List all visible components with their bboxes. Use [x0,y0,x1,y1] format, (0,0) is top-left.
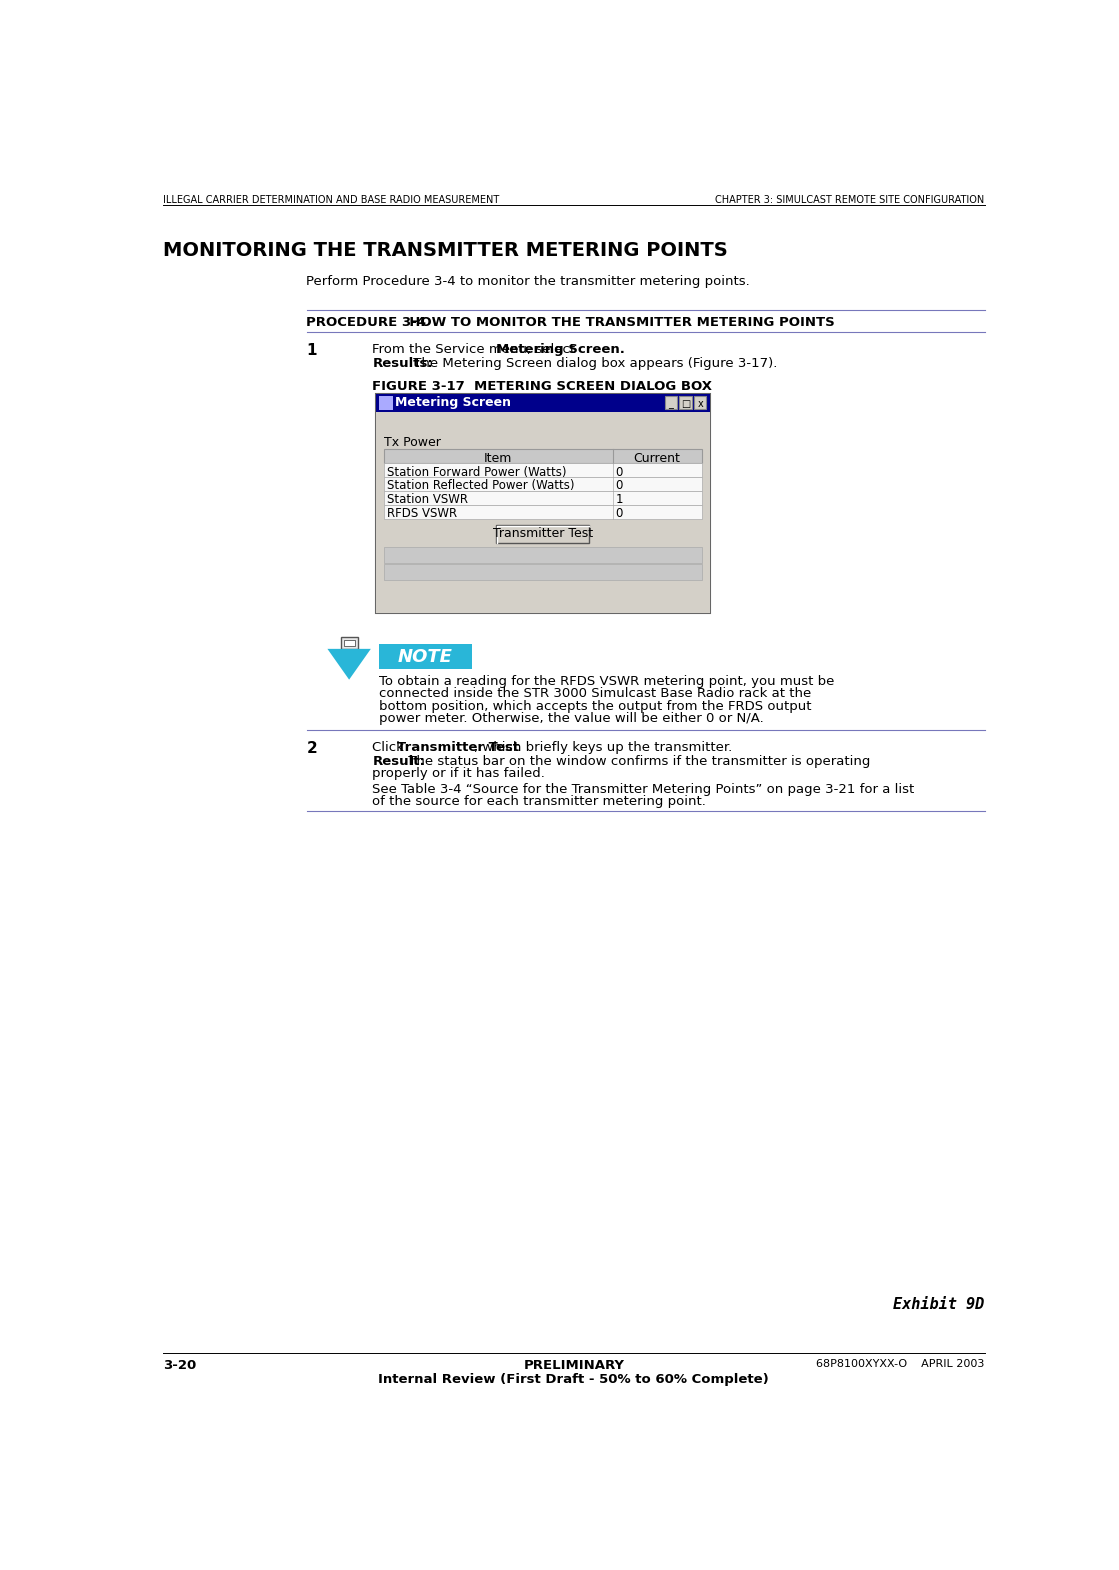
Text: Internal Review (First Draft - 50% to 60% Complete): Internal Review (First Draft - 50% to 60… [378,1372,769,1386]
Text: 0: 0 [615,466,623,479]
Text: Station Reflected Power (Watts): Station Reflected Power (Watts) [387,479,574,493]
Text: See Table 3-4 “Source for the Transmitter Metering Points” on page 3-21 for a li: See Table 3-4 “Source for the Transmitte… [373,783,914,796]
Text: x: x [697,399,703,408]
Bar [384,548,702,562]
Text: 3-20: 3-20 [163,1358,196,1372]
Text: connected inside the STR 3000 Simulcast Base Radio rack at the: connected inside the STR 3000 Simulcast … [378,688,811,700]
Bar [384,449,702,463]
Bar [344,639,355,645]
Text: of the source for each transmitter metering point.: of the source for each transmitter meter… [373,794,706,809]
Text: 2: 2 [307,741,318,757]
Text: 68P8100XYXX-O    APRIL 2003: 68P8100XYXX-O APRIL 2003 [816,1358,985,1369]
Text: Click: Click [373,741,408,754]
Text: To obtain a reading for the RFDS VSWR metering point, you must be: To obtain a reading for the RFDS VSWR me… [378,675,834,688]
Text: CHAPTER 3: SIMULCAST REMOTE SITE CONFIGURATION: CHAPTER 3: SIMULCAST REMOTE SITE CONFIGU… [715,195,985,204]
Text: The Metering Screen dialog box appears (Figure 3-17).: The Metering Screen dialog box appears (… [408,356,778,371]
Text: PROCEDURE 3-4: PROCEDURE 3-4 [307,316,426,330]
Text: power meter. Otherwise, the value will be either 0 or N/A.: power meter. Otherwise, the value will b… [378,713,763,725]
Bar [384,564,702,579]
Text: Exhibit 9D: Exhibit 9D [893,1297,985,1313]
Bar [378,396,393,410]
Polygon shape [328,648,370,680]
Bar [679,396,692,408]
Bar [497,524,590,543]
Text: Item: Item [485,452,513,465]
Text: Tx Power: Tx Power [384,435,441,449]
Text: 0: 0 [615,479,623,493]
Text: Metering Screen: Metering Screen [395,396,511,410]
Text: □: □ [680,399,690,408]
Text: From the Service menu, select: From the Service menu, select [373,344,580,356]
Text: _: _ [668,399,674,408]
Text: Station VSWR: Station VSWR [387,493,468,506]
Text: ILLEGAL CARRIER DETERMINATION AND BASE RADIO MEASUREMENT: ILLEGAL CARRIER DETERMINATION AND BASE R… [163,195,499,204]
Text: Transmitter Test: Transmitter Test [397,741,519,754]
Text: Current: Current [633,452,680,465]
Text: Metering Screen.: Metering Screen. [496,344,624,356]
Bar [378,644,471,669]
Bar [376,394,709,413]
Bar [384,477,702,491]
Text: FIGURE 3-17  METERING SCREEN DIALOG BOX: FIGURE 3-17 METERING SCREEN DIALOG BOX [373,380,713,392]
Text: 1: 1 [615,493,623,506]
Text: 0: 0 [615,507,623,520]
Text: 1: 1 [307,344,317,358]
Text: Perform Procedure 3-4 to monitor the transmitter metering points.: Perform Procedure 3-4 to monitor the tra… [307,275,750,287]
Text: , which briefly keys up the transmitter.: , which briefly keys up the transmitter. [474,741,732,754]
Bar [694,396,706,408]
Text: MONITORING THE TRANSMITTER METERING POINTS: MONITORING THE TRANSMITTER METERING POIN… [163,240,727,259]
Text: Station Forward Power (Watts): Station Forward Power (Watts) [387,466,566,479]
Text: properly or if it has failed.: properly or if it has failed. [373,768,545,780]
Text: Result:: Result: [373,755,425,768]
Bar [384,506,702,518]
Bar [384,491,702,506]
Text: NOTE: NOTE [397,648,452,666]
Bar [340,636,358,648]
Text: bottom position, which accepts the output from the FRDS output: bottom position, which accepts the outpu… [378,700,811,713]
Text: HOW TO MONITOR THE TRANSMITTER METERING POINTS: HOW TO MONITOR THE TRANSMITTER METERING … [399,316,835,330]
Bar [384,463,702,477]
Text: RFDS VSWR: RFDS VSWR [387,507,458,520]
Bar [376,413,709,614]
Text: Results:: Results: [373,356,433,371]
Text: The status bar on the window confirms if the transmitter is operating: The status bar on the window confirms if… [404,755,871,768]
Bar [376,394,709,614]
Text: Transmitter Test: Transmitter Test [492,528,593,540]
Text: PRELIMINARY: PRELIMINARY [524,1358,624,1372]
Bar [665,396,677,408]
